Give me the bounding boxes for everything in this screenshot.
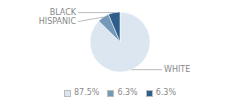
html-text:87.5%: 87.5%: [74, 88, 100, 97]
html-text:6.3%: 6.3%: [117, 88, 138, 97]
svg-text:WHITE: WHITE: [164, 65, 190, 74]
svg-text:HISPANIC: HISPANIC: [39, 17, 77, 26]
svg-text:BLACK: BLACK: [50, 8, 77, 17]
html-text:6.3%: 6.3%: [155, 88, 176, 97]
